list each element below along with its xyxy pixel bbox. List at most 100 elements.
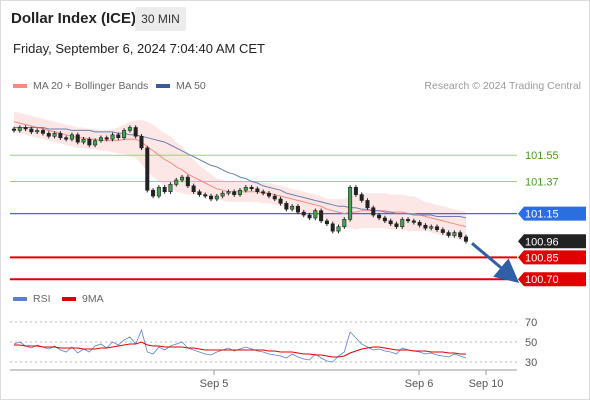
candle xyxy=(290,204,295,212)
forecast-arrow-layer xyxy=(471,242,520,283)
candle xyxy=(324,218,329,226)
candle xyxy=(266,190,271,199)
level-label-100.85: 100.85 xyxy=(525,252,559,264)
candle xyxy=(98,135,103,143)
candle-body xyxy=(278,198,283,204)
candle-body xyxy=(377,214,382,219)
candle-body xyxy=(295,205,300,213)
level-label-101.37: 101.37 xyxy=(525,176,559,188)
candle xyxy=(423,223,428,231)
candle xyxy=(284,201,289,212)
candle xyxy=(278,196,283,206)
candle xyxy=(127,125,132,133)
candle-body xyxy=(226,191,231,194)
bollinger-band xyxy=(14,111,466,242)
candle-body xyxy=(197,191,202,195)
candle-body xyxy=(220,192,225,197)
candle xyxy=(417,220,422,228)
candle-body xyxy=(46,133,51,137)
candle xyxy=(203,192,208,199)
legend-9ma-label: 9MA xyxy=(82,293,104,305)
candle xyxy=(87,136,92,148)
page-title: Dollar Index (ICE) xyxy=(11,10,137,27)
x-axis-layer: Sep 5 Sep 6 Sep 10 xyxy=(10,369,517,390)
candle-body xyxy=(324,220,329,225)
candle-body xyxy=(64,137,69,140)
candle xyxy=(104,135,109,142)
candle-body xyxy=(127,127,132,131)
candle xyxy=(174,177,179,187)
candle-body xyxy=(330,223,335,232)
x-tick-label: Sep 5 xyxy=(200,378,229,390)
candle xyxy=(365,198,370,210)
legend-ma20-label: MA 20 + Bollinger Bands xyxy=(33,80,149,92)
candle xyxy=(255,186,260,194)
candle-body xyxy=(214,195,219,200)
candle xyxy=(348,185,353,222)
candle xyxy=(249,185,254,191)
candle xyxy=(388,218,393,226)
candle-body xyxy=(429,226,434,229)
candle xyxy=(446,230,451,238)
candle xyxy=(29,126,34,135)
rsi-panel: 70 50 30 xyxy=(10,317,537,369)
interval-badge[interactable]: 30 MIN xyxy=(135,7,186,31)
candle xyxy=(40,128,45,136)
ma20-swatch xyxy=(13,84,27,88)
candle-body xyxy=(81,138,86,143)
candle-body xyxy=(452,232,457,236)
candle-body xyxy=(440,229,445,233)
9ma-line xyxy=(14,341,466,358)
forecast-arrow xyxy=(471,242,520,283)
candle-body xyxy=(463,236,469,242)
candle-body xyxy=(243,187,248,191)
candle xyxy=(301,209,306,218)
candle-body xyxy=(151,189,156,197)
candle-body xyxy=(116,134,121,139)
candle xyxy=(319,208,324,224)
candle-body xyxy=(284,203,289,210)
candle-body xyxy=(203,194,208,197)
candle xyxy=(122,128,127,140)
candle-body xyxy=(156,187,161,197)
candle-body xyxy=(313,210,318,219)
candle xyxy=(69,132,74,142)
candle xyxy=(411,218,416,225)
candle-body xyxy=(29,128,34,133)
level-label-101.55: 101.55 xyxy=(525,150,559,162)
candle xyxy=(371,205,376,218)
candle xyxy=(214,193,219,202)
candle xyxy=(191,183,196,194)
candle xyxy=(435,224,440,232)
candle xyxy=(162,185,167,194)
candle-body xyxy=(133,127,138,137)
candle-body xyxy=(400,219,405,228)
candle-body xyxy=(58,133,63,139)
candle-body xyxy=(191,185,196,193)
candle-body xyxy=(237,189,243,195)
candle xyxy=(400,217,405,229)
candle-body xyxy=(290,205,295,210)
candle-body xyxy=(382,217,387,222)
timestamp: Friday, September 6, 2024 7:04:40 AM CET xyxy=(13,41,265,56)
candle-body xyxy=(301,211,306,216)
candle-body xyxy=(35,130,40,133)
candle xyxy=(139,134,144,151)
candle-body xyxy=(336,226,341,232)
candle-body xyxy=(23,127,28,130)
candle-body xyxy=(266,192,271,197)
candle xyxy=(237,188,243,197)
candle xyxy=(440,227,445,235)
rsi-tick-50: 50 xyxy=(525,337,537,349)
rsi-line xyxy=(13,328,467,363)
ma9-swatch xyxy=(62,297,76,301)
legend-ma50-label: MA 50 xyxy=(176,80,206,92)
candle xyxy=(180,174,185,183)
candle xyxy=(394,221,399,229)
level-label-101.15: 101.15 xyxy=(525,209,559,221)
candle-body xyxy=(435,226,440,230)
candle xyxy=(75,132,80,145)
candle xyxy=(272,193,277,202)
candle xyxy=(17,125,22,133)
